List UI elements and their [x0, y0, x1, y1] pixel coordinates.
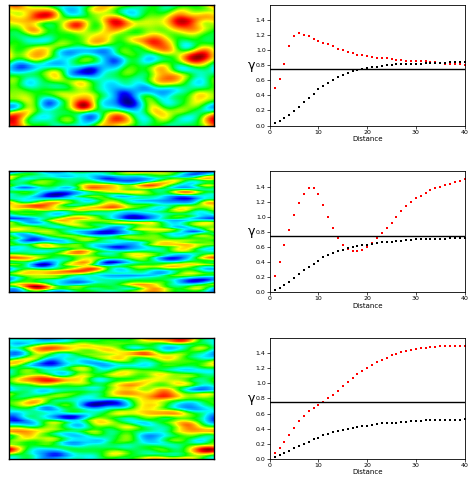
Y-axis label: γ: γ [248, 59, 255, 72]
X-axis label: Distance: Distance [352, 136, 383, 142]
X-axis label: Distance: Distance [352, 303, 383, 309]
Y-axis label: γ: γ [248, 392, 255, 405]
Y-axis label: γ: γ [248, 225, 255, 239]
X-axis label: Distance: Distance [352, 469, 383, 476]
